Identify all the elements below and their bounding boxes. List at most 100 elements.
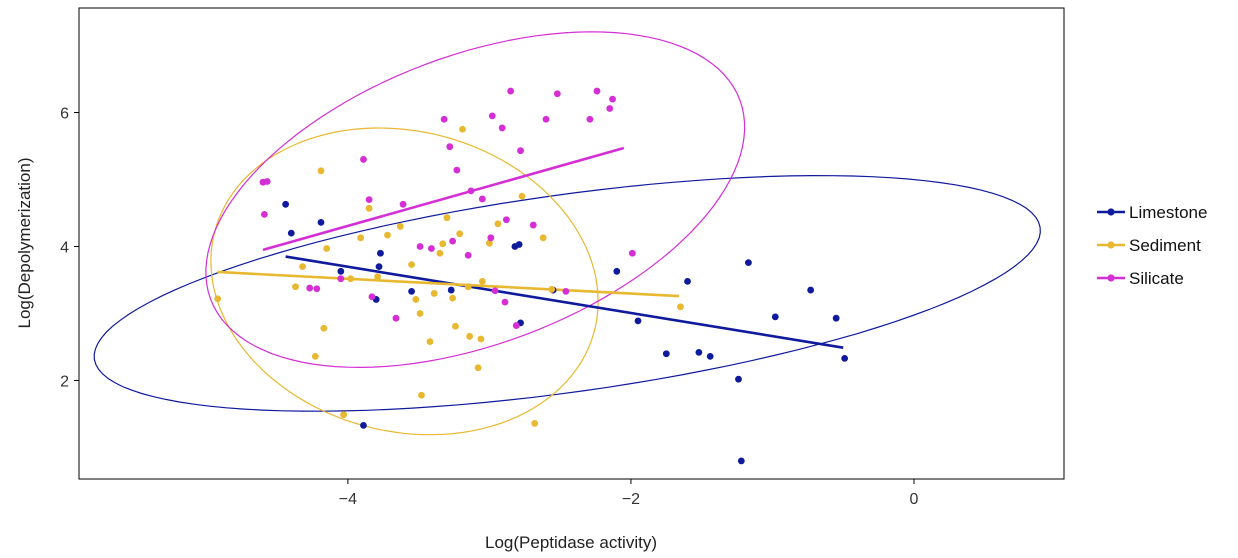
point-sediment [426, 338, 434, 346]
point-sediment [459, 125, 466, 133]
ellipse-limestone [93, 174, 1041, 412]
y-axis-label: Log(Depolymerization) [15, 157, 34, 328]
confidence-ellipses [93, 31, 1041, 436]
point-sediment [531, 419, 539, 427]
point-limestone [337, 267, 345, 275]
point-silicate [529, 221, 537, 229]
point-limestone [317, 218, 325, 226]
point-limestone [737, 457, 745, 465]
x-axis-label: Log(Peptidase activity) [485, 533, 657, 552]
point-sediment [464, 283, 472, 291]
point-limestone [282, 200, 290, 208]
y-axis-ticks: 2 4 6 [60, 106, 79, 391]
point-sediment [478, 277, 486, 285]
point-silicate [517, 147, 524, 155]
point-silicate [313, 285, 321, 293]
point-silicate [416, 243, 424, 250]
point-sediment [299, 263, 307, 271]
point-limestone [695, 348, 703, 356]
point-silicate [507, 87, 515, 95]
point-sediment [486, 239, 493, 247]
point-sediment [416, 310, 424, 317]
plot-panel [78, 7, 1065, 480]
point-sediment [365, 204, 373, 212]
point-sediment [518, 192, 526, 200]
point-silicate [593, 87, 601, 95]
x-axis-ticks: −4 −2 0 [339, 479, 919, 508]
point-sediment [477, 335, 485, 343]
point-sediment [436, 249, 444, 257]
fit-line-limestone [285, 255, 844, 349]
point-silicate [464, 251, 472, 259]
point-silicate [512, 322, 520, 329]
ellipse-silicate [205, 31, 746, 369]
point-sediment [374, 273, 382, 281]
point-limestone [634, 317, 642, 325]
point-silicate [502, 216, 510, 224]
point-sediment [449, 294, 457, 302]
point-silicate [260, 210, 268, 218]
point-sediment [311, 352, 319, 360]
fit-line-silicate [262, 146, 625, 252]
point-silicate [467, 187, 475, 195]
ellipse-sediment [210, 127, 599, 436]
point-silicate [562, 288, 570, 295]
point-sediment [340, 411, 348, 419]
point-limestone [807, 286, 815, 294]
point-limestone [832, 314, 840, 322]
point-sediment [408, 261, 415, 269]
point-sediment [214, 295, 222, 303]
point-sediment [430, 290, 438, 297]
point-limestone [745, 259, 752, 266]
point-sediment [466, 332, 474, 340]
point-limestone [662, 350, 670, 358]
legend-key-point [1107, 274, 1115, 282]
point-sediment [317, 167, 325, 175]
point-limestone [735, 375, 742, 383]
point-silicate [498, 124, 506, 132]
point-sediment [384, 231, 391, 239]
regression-lines [217, 146, 844, 349]
point-limestone [447, 286, 455, 294]
y-tick-label: 4 [60, 240, 69, 257]
point-limestone [706, 352, 714, 360]
point-limestone [771, 313, 779, 321]
point-silicate [337, 275, 345, 283]
point-silicate [453, 166, 461, 174]
point-limestone [375, 263, 383, 271]
point-sediment [548, 285, 556, 293]
point-sediment [323, 245, 331, 252]
point-silicate [360, 156, 367, 163]
point-sediment [292, 283, 299, 291]
point-silicate [501, 298, 509, 306]
point-limestone [287, 229, 295, 237]
y-tick-label: 6 [60, 106, 69, 123]
point-silicate [306, 284, 314, 292]
point-sediment [357, 234, 365, 242]
point-silicate [449, 237, 457, 245]
legend: Limestone Sediment Silicate [1097, 203, 1207, 288]
point-limestone [613, 267, 621, 275]
legend-label-silicate: Silicate [1129, 269, 1184, 288]
point-silicate [427, 245, 435, 252]
point-silicate [440, 115, 448, 123]
y-tick-label: 2 [60, 374, 69, 391]
point-sediment [412, 296, 420, 303]
point-silicate [399, 200, 407, 208]
point-silicate [609, 95, 616, 103]
legend-key-point [1107, 208, 1115, 216]
point-silicate [446, 143, 454, 151]
point-silicate [542, 115, 550, 123]
point-silicate [392, 314, 400, 322]
point-sediment [539, 234, 547, 242]
data-points [214, 87, 849, 465]
x-tick-label: −4 [339, 491, 357, 508]
point-limestone [360, 422, 367, 429]
point-sediment [474, 364, 482, 372]
legend-key-point [1107, 241, 1115, 249]
point-sediment [347, 275, 355, 283]
point-limestone [408, 288, 415, 295]
point-sediment [439, 240, 447, 248]
legend-label-sediment: Sediment [1129, 236, 1201, 255]
